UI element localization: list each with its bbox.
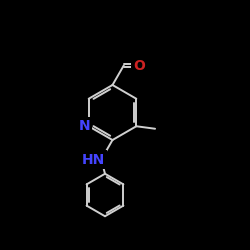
Text: HN: HN xyxy=(82,152,106,166)
Text: N: N xyxy=(78,119,90,133)
Text: O: O xyxy=(133,58,145,72)
